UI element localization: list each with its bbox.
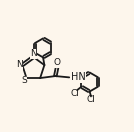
Text: S: S: [21, 76, 27, 85]
Text: N: N: [16, 60, 23, 69]
Text: Cl: Cl: [87, 95, 95, 104]
Text: N: N: [30, 49, 37, 58]
Text: O: O: [54, 58, 61, 67]
Text: HN: HN: [71, 72, 85, 82]
Text: Cl: Cl: [70, 89, 79, 98]
